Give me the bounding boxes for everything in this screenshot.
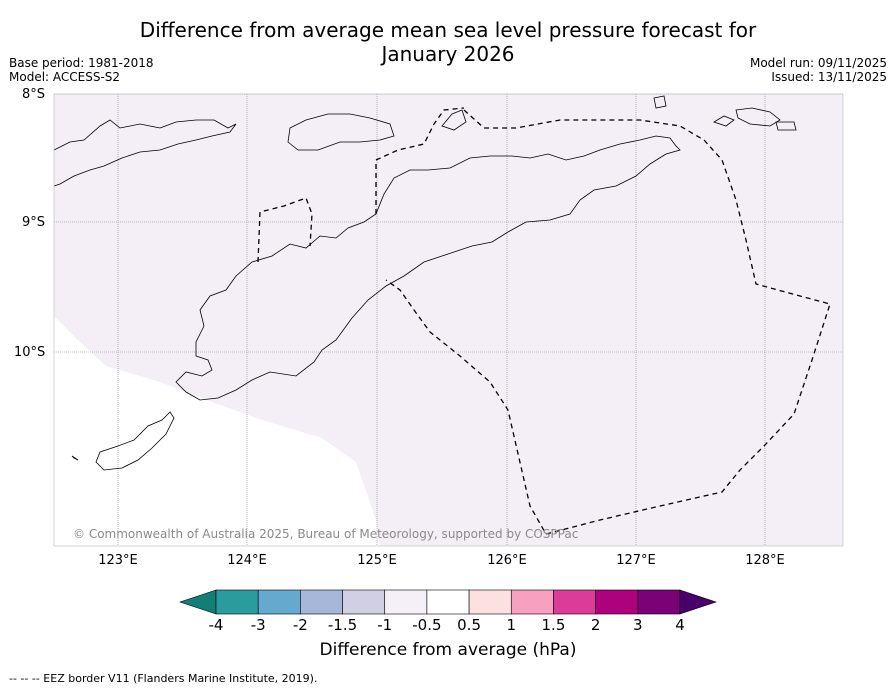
map-frame: [53, 93, 844, 547]
eez-footnote: -- -- -- EEZ border V11 (Flanders Marine…: [9, 672, 318, 685]
colorbar: [179, 589, 717, 615]
lon-label-126e: 126°E: [487, 553, 527, 568]
coastline-wetar: [287, 113, 395, 151]
lat-label-10s: 10°S: [14, 345, 46, 360]
coastline-islet-1: [735, 107, 781, 127]
coastline-islet-2: [713, 115, 735, 127]
meta-right: Model run: 09/11/2025 Issued: 13/11/2025: [750, 56, 887, 84]
copyright-notice: © Commonwealth of Australia 2025, Bureau…: [73, 527, 579, 541]
colorbar-tick-label: -1.5: [327, 616, 358, 634]
title-line-1: Difference from average mean sea level p…: [139, 18, 757, 42]
coastline-islet-5: [441, 109, 467, 131]
colorbar-segment: [595, 589, 639, 615]
coastline-islet-3: [653, 95, 667, 109]
lon-label-124e: 124°E: [227, 553, 267, 568]
chart-title: Difference from average mean sea level p…: [0, 18, 896, 66]
colorbar-tick-label: 3: [633, 616, 643, 634]
colorbar-title: Difference from average (hPa): [319, 640, 577, 660]
model-name: Model: ACCESS-S2: [9, 70, 121, 84]
eez-border-north: [375, 107, 465, 214]
pressure-fill-region: [54, 94, 843, 546]
colorbar-tick-label: -2: [292, 616, 308, 634]
colorbar-arrow-min: [179, 589, 217, 615]
colorbar-segment: [637, 589, 681, 615]
lat-label-9s: 9°S: [22, 215, 46, 230]
colorbar-segment: [257, 589, 301, 615]
colorbar-segment: [342, 589, 386, 615]
colorbar-tick-label: -4: [208, 616, 224, 634]
map-border: [53, 93, 844, 547]
coastline-alor-group: [53, 119, 237, 187]
model-run: Model run: 09/11/2025: [749, 56, 887, 70]
colorbar-tick-label: -3: [250, 616, 266, 634]
coastline-islet-4: [775, 121, 797, 131]
title-line-2: January 2026: [381, 42, 515, 66]
base-period: Base period: 1981-2018: [9, 56, 154, 70]
issued-date: Issued: 13/11/2025: [771, 70, 887, 84]
lon-label-125e: 125°E: [357, 553, 397, 568]
colorbar-tick-label: 0.5: [457, 616, 481, 634]
colorbar-segment: [468, 589, 512, 615]
colorbar-segment: [300, 589, 343, 615]
colorbar-segment: [553, 589, 596, 615]
lon-label-123e: 123°E: [98, 553, 138, 568]
coastline-savu: [71, 455, 79, 461]
eez-border-west: [257, 197, 313, 263]
eez-border-east: [385, 109, 831, 535]
colorbar-segment: [510, 589, 554, 615]
colorbar-tick-label: 1.5: [541, 616, 566, 634]
colorbar-tick-label: 4: [675, 616, 685, 634]
coastline-timor: [175, 135, 681, 401]
colorbar-segment: [426, 589, 470, 615]
meta-left: Base period: 1981-2018 Model: ACCESS-S2: [9, 56, 154, 84]
lon-label-128e: 128°E: [745, 553, 785, 568]
lat-label-8s: 8°S: [22, 87, 46, 102]
colorbar-tick-label: -1: [377, 616, 393, 634]
colorbar-segment: [384, 589, 428, 615]
coastlines: [53, 95, 797, 471]
lon-label-127e: 127°E: [616, 553, 656, 568]
colorbar-arrow-max: [679, 589, 717, 615]
coastline-rote: [95, 411, 175, 471]
colorbar-segment: [215, 589, 259, 615]
eez-borders: [257, 107, 831, 535]
colorbar-tick-label: 2: [590, 616, 601, 634]
colorbar-tick-label: 1: [506, 616, 517, 634]
colorbar-tick-label: -0.5: [412, 616, 442, 634]
